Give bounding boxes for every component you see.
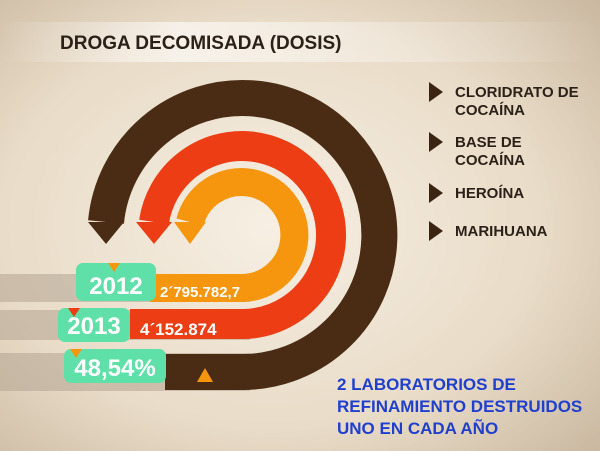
title-band: [0, 22, 600, 62]
legend-text: COCAÍNA: [455, 152, 525, 169]
label-box: [58, 308, 130, 342]
title: DROGA DECOMISADA (DOSIS): [60, 33, 341, 54]
note: 2 LABORATORIOS DE: [337, 375, 516, 394]
arrow: [136, 222, 172, 244]
marker: [108, 263, 120, 272]
row-label: 2012: [89, 273, 142, 300]
note: UNO EN CADA AÑO: [337, 418, 498, 438]
row-label: 2013: [67, 313, 120, 340]
row-label: 48,54%: [74, 355, 155, 382]
label-box: [64, 349, 166, 383]
legend-text: COCAÍNA: [455, 102, 525, 119]
label-box: [76, 263, 156, 301]
arc-orange: [150, 168, 309, 302]
legend-text: HEROÍNA: [455, 185, 524, 202]
row-value: 4´152.874: [140, 320, 217, 339]
arrow: [174, 222, 206, 244]
legend-marker: [429, 221, 443, 241]
marker: [70, 349, 82, 358]
legend-text: MARIHUANA: [455, 223, 548, 240]
legend-text: CLORIDRATO DE: [455, 84, 579, 101]
row-value: 2´795.782,7: [160, 284, 240, 301]
legend-marker: [429, 82, 443, 102]
arc-brown: [88, 80, 398, 390]
legend-marker: [429, 183, 443, 203]
legend-text: BASE DE: [455, 134, 522, 151]
arc-red: [130, 131, 347, 339]
marker: [197, 368, 213, 382]
legend-marker: [429, 132, 443, 152]
marker: [68, 308, 80, 317]
arrow: [88, 222, 124, 244]
note: REFINAMIENTO DESTRUIDOS: [337, 397, 582, 416]
